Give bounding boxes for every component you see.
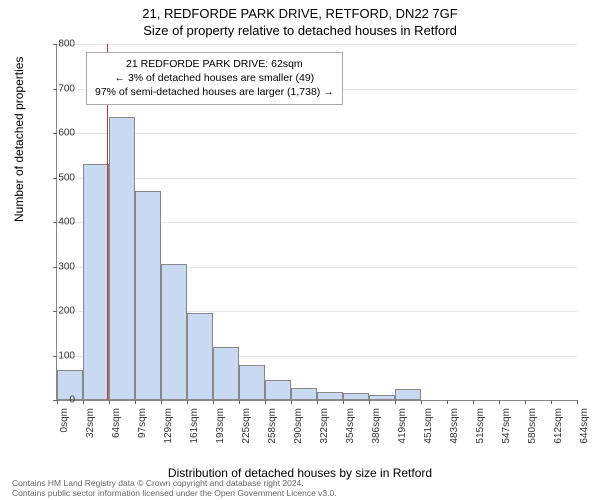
y-tick-mark	[53, 311, 57, 312]
y-tick-mark	[53, 356, 57, 357]
chart-title-address: 21, REDFORDE PARK DRIVE, RETFORD, DN22 7…	[0, 0, 600, 21]
gridline	[57, 178, 577, 179]
x-tick-mark	[499, 400, 500, 404]
histogram-bar	[395, 389, 421, 400]
gridline	[57, 133, 577, 134]
x-tick-label: 322sqm	[319, 408, 330, 444]
histogram-bar	[213, 347, 239, 400]
x-tick-mark	[577, 400, 578, 404]
histogram-bar	[83, 164, 109, 400]
x-tick-mark	[83, 400, 84, 404]
x-tick-mark	[187, 400, 188, 404]
histogram-bar	[343, 393, 369, 400]
x-tick-label: 258sqm	[267, 408, 278, 444]
annotation-line-2: ← 3% of detached houses are smaller (49)	[95, 71, 334, 85]
x-tick-mark	[265, 400, 266, 404]
x-tick-mark	[161, 400, 162, 404]
histogram-bar	[187, 313, 213, 400]
annotation-line-1: 21 REDFORDE PARK DRIVE: 62sqm	[95, 57, 334, 71]
x-tick-mark	[525, 400, 526, 404]
x-tick-label: 644sqm	[579, 408, 590, 444]
histogram-bar	[291, 388, 317, 400]
y-tick-label: 100	[58, 350, 75, 361]
histogram-bar	[161, 264, 187, 400]
x-tick-mark	[291, 400, 292, 404]
x-tick-label: 32sqm	[85, 408, 96, 438]
y-tick-mark	[53, 133, 57, 134]
x-tick-label: 97sqm	[137, 408, 148, 438]
x-tick-label: 290sqm	[293, 408, 304, 444]
x-tick-label: 386sqm	[371, 408, 382, 444]
x-tick-mark	[395, 400, 396, 404]
x-tick-label: 515sqm	[475, 408, 486, 444]
x-tick-label: 580sqm	[527, 408, 538, 444]
x-tick-label: 419sqm	[397, 408, 408, 444]
x-tick-label: 129sqm	[163, 408, 174, 444]
histogram-bar	[369, 395, 395, 400]
x-tick-mark	[109, 400, 110, 404]
x-tick-mark	[135, 400, 136, 404]
chart-subtitle: Size of property relative to detached ho…	[0, 21, 600, 38]
histogram-bar	[265, 380, 291, 400]
x-tick-label: 612sqm	[553, 408, 564, 444]
y-tick-mark	[53, 222, 57, 223]
x-tick-mark	[57, 400, 58, 404]
x-tick-mark	[343, 400, 344, 404]
y-tick-label: 600	[58, 128, 75, 139]
x-tick-mark	[317, 400, 318, 404]
y-tick-label: 800	[58, 39, 75, 50]
y-tick-label: 500	[58, 172, 75, 183]
x-tick-mark	[447, 400, 448, 404]
x-tick-label: 64sqm	[111, 408, 122, 438]
annotation-line-3: 97% of semi-detached houses are larger (…	[95, 85, 334, 99]
y-tick-mark	[53, 44, 57, 45]
histogram-bar	[109, 117, 135, 400]
x-tick-mark	[473, 400, 474, 404]
x-tick-label: 354sqm	[345, 408, 356, 444]
histogram-bar	[317, 392, 343, 400]
y-tick-label: 300	[58, 261, 75, 272]
x-tick-label: 547sqm	[501, 408, 512, 444]
x-tick-mark	[421, 400, 422, 404]
y-tick-label: 700	[58, 83, 75, 94]
y-axis-label: Number of detached properties	[12, 57, 26, 222]
x-tick-mark	[213, 400, 214, 404]
x-tick-label: 225sqm	[241, 408, 252, 444]
histogram-bar	[135, 191, 161, 400]
annotation-box: 21 REDFORDE PARK DRIVE: 62sqm← 3% of det…	[86, 52, 343, 105]
histogram-bar	[239, 365, 265, 400]
x-tick-label: 193sqm	[215, 408, 226, 444]
footer-line-2: Contains public sector information licen…	[12, 488, 337, 498]
y-tick-mark	[53, 267, 57, 268]
x-tick-mark	[551, 400, 552, 404]
y-tick-label: 200	[58, 306, 75, 317]
gridline	[57, 44, 577, 45]
y-tick-mark	[53, 89, 57, 90]
footer-attribution: Contains HM Land Registry data © Crown c…	[12, 478, 337, 498]
footer-line-1: Contains HM Land Registry data © Crown c…	[12, 478, 337, 488]
x-tick-mark	[239, 400, 240, 404]
y-tick-label: 400	[58, 217, 75, 228]
x-tick-label: 483sqm	[449, 408, 460, 444]
x-tick-label: 0sqm	[59, 408, 70, 432]
x-tick-label: 451sqm	[423, 408, 434, 444]
x-tick-mark	[369, 400, 370, 404]
y-tick-label: 0	[69, 395, 75, 406]
x-tick-label: 161sqm	[189, 408, 200, 444]
y-tick-mark	[53, 178, 57, 179]
